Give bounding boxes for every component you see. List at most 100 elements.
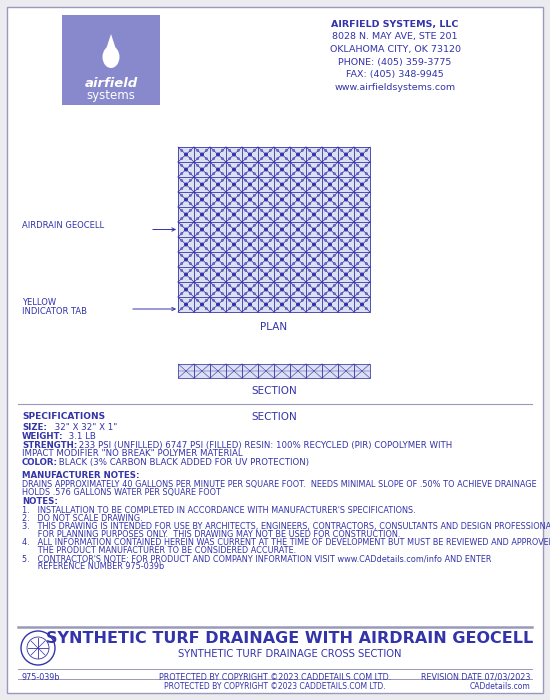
Text: INDICATOR TAB: INDICATOR TAB [22, 307, 87, 316]
Bar [290, 192, 306, 207]
Bar [322, 237, 338, 252]
Bar [226, 147, 242, 162]
Bar [226, 147, 242, 162]
Bar [226, 162, 242, 177]
Circle shape [201, 243, 204, 246]
Bar [290, 282, 306, 297]
Bar [178, 177, 194, 192]
Text: SPECIFICATIONS: SPECIFICATIONS [22, 412, 105, 421]
Bar [242, 252, 258, 267]
Circle shape [280, 198, 283, 201]
Circle shape [313, 168, 315, 171]
Bar [338, 297, 354, 312]
Bar [322, 192, 338, 207]
Bar [242, 267, 258, 282]
Circle shape [329, 214, 331, 216]
Bar [290, 162, 306, 177]
Circle shape [361, 303, 364, 306]
Bar [210, 267, 226, 282]
Circle shape [280, 273, 283, 276]
Circle shape [185, 153, 188, 156]
Text: STRENGTH:: STRENGTH: [22, 441, 77, 450]
Bar [306, 252, 322, 267]
Bar [306, 222, 322, 237]
Circle shape [345, 273, 347, 276]
Bar [306, 207, 322, 222]
Bar [258, 267, 274, 282]
Bar [210, 222, 226, 237]
Bar [338, 162, 354, 177]
Bar [322, 297, 338, 312]
Bar [338, 237, 354, 252]
Circle shape [280, 214, 283, 216]
Bar [274, 237, 290, 252]
Bar [210, 364, 226, 378]
Circle shape [345, 183, 347, 186]
Bar [354, 267, 370, 282]
Bar [210, 192, 226, 207]
Bar [242, 282, 258, 297]
Bar [306, 147, 322, 162]
Bar [306, 297, 322, 312]
Bar [242, 162, 258, 177]
Bar [354, 237, 370, 252]
Circle shape [329, 153, 331, 156]
Text: REVISION DATE 07/03/2023: REVISION DATE 07/03/2023 [421, 673, 530, 682]
Bar [178, 282, 194, 297]
Bar [210, 237, 226, 252]
Circle shape [265, 198, 267, 201]
Bar [354, 364, 370, 378]
Text: 233 PSI (UNFILLED) 6747 PSI (FILLED) RESIN: 100% RECYCLED (PIR) COPOLYMER WITH: 233 PSI (UNFILLED) 6747 PSI (FILLED) RES… [76, 441, 452, 450]
Circle shape [345, 303, 347, 306]
Circle shape [329, 183, 331, 186]
Text: FOR PLANNING PURPOSES ONLY.  THIS DRAWING MAY NOT BE USED FOR CONSTRUCTION.: FOR PLANNING PURPOSES ONLY. THIS DRAWING… [22, 530, 400, 539]
Bar [274, 282, 290, 297]
Circle shape [185, 243, 188, 246]
Bar [290, 297, 306, 312]
Text: HOLDS .576 GALLONS WATER PER SQUARE FOOT: HOLDS .576 GALLONS WATER PER SQUARE FOOT [22, 488, 221, 497]
Circle shape [233, 198, 235, 201]
Bar [306, 297, 322, 312]
Bar [274, 267, 290, 282]
Bar [290, 207, 306, 222]
Bar [274, 192, 290, 207]
Bar [194, 162, 210, 177]
Bar [210, 162, 226, 177]
Bar [258, 192, 274, 207]
Bar [354, 207, 370, 222]
Text: OKLAHOMA CITY, OK 73120: OKLAHOMA CITY, OK 73120 [329, 45, 460, 54]
Circle shape [345, 214, 347, 216]
Circle shape [217, 228, 219, 231]
Circle shape [329, 243, 331, 246]
Bar [258, 192, 274, 207]
Bar [194, 147, 210, 162]
Bar [322, 282, 338, 297]
Bar [258, 282, 274, 297]
Circle shape [201, 228, 204, 231]
Circle shape [345, 288, 347, 290]
Bar [242, 192, 258, 207]
Text: PROTECTED BY COPYRIGHT ©2023 CADDETAILS.COM LTD.: PROTECTED BY COPYRIGHT ©2023 CADDETAILS.… [159, 673, 391, 682]
Circle shape [249, 258, 251, 261]
Text: 3.   THIS DRAWING IS INTENDED FOR USE BY ARCHITECTS, ENGINEERS, CONTRACTORS, CON: 3. THIS DRAWING IS INTENDED FOR USE BY A… [22, 522, 550, 531]
Bar [258, 364, 274, 378]
Circle shape [249, 288, 251, 290]
Circle shape [296, 273, 299, 276]
Text: PROTECTED BY COPYRIGHT ©2023 CADDETAILS.COM LTD.: PROTECTED BY COPYRIGHT ©2023 CADDETAILS.… [164, 682, 386, 691]
Text: AIRDRAIN GEOCELL: AIRDRAIN GEOCELL [22, 221, 104, 230]
Circle shape [185, 258, 188, 261]
Bar [338, 192, 354, 207]
Circle shape [296, 153, 299, 156]
Circle shape [313, 258, 315, 261]
Bar [306, 267, 322, 282]
Bar [354, 147, 370, 162]
Bar [194, 282, 210, 297]
Bar [290, 252, 306, 267]
Bar [322, 147, 338, 162]
Circle shape [217, 258, 219, 261]
Bar [194, 207, 210, 222]
Bar [354, 192, 370, 207]
Bar [194, 147, 210, 162]
Bar [178, 162, 194, 177]
Circle shape [249, 243, 251, 246]
